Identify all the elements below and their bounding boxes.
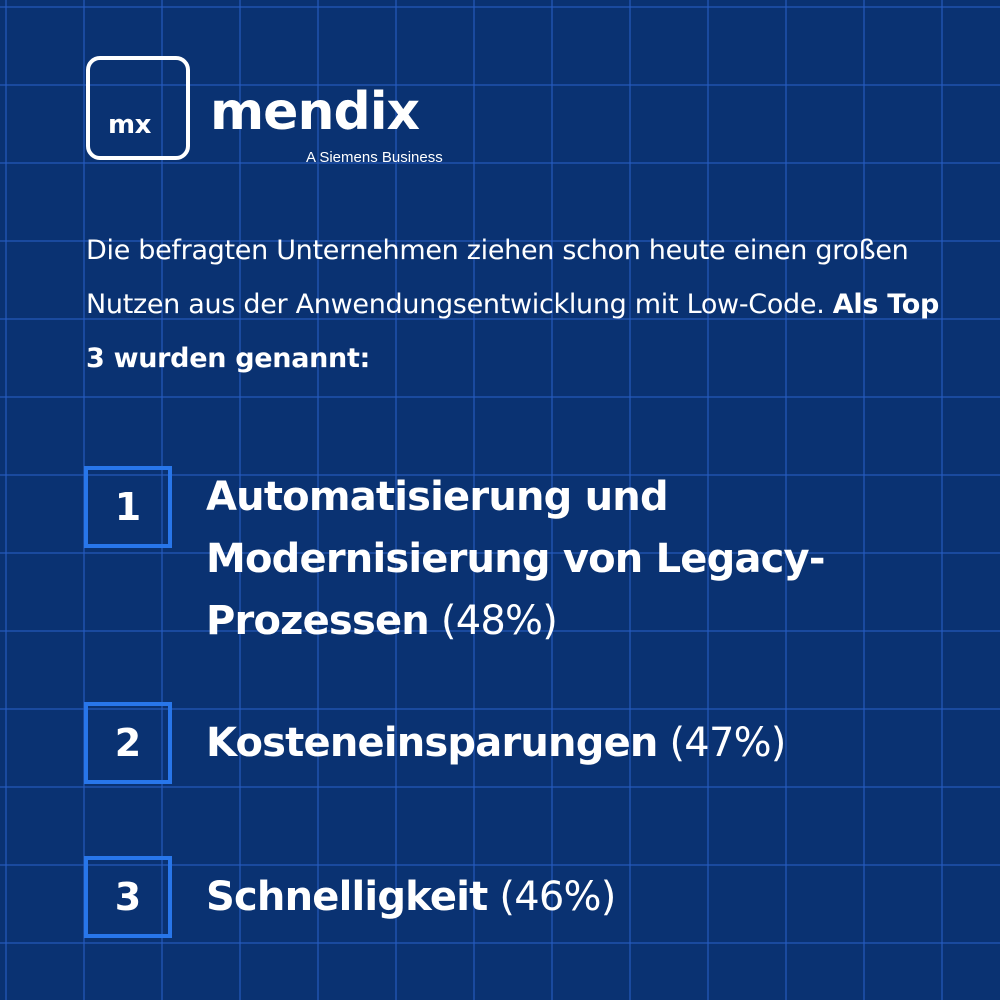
list-item-text: Kosteneinsparungen (47%): [206, 712, 906, 774]
intro-highlight: Als Top 3 wurden genannt:: [86, 289, 940, 374]
logo-tagline: A Siemens Business: [306, 149, 443, 166]
mendix-logo: mx mendix A Siemens Business: [86, 56, 466, 168]
list-item-title: Schnelligkeit: [206, 874, 488, 920]
mx-logo-icon: mx: [86, 56, 190, 160]
logo-wordmark: mendix: [210, 82, 420, 142]
logo-box-text: mx: [108, 110, 151, 140]
intro-paragraph: Die befragten Unternehmen ziehen schon h…: [86, 224, 966, 386]
list-item-title: Kosteneinsparungen: [206, 720, 658, 766]
list-item-percent: (46%): [499, 874, 616, 920]
list-item-percent: (47%): [669, 720, 787, 766]
rank-badge: 2: [84, 702, 172, 784]
intro-text: Die befragten Unternehmen ziehen schon h…: [86, 235, 909, 320]
list-item-text: Automatisierung und Modernisierung von L…: [206, 466, 906, 652]
rank-badge: 3: [84, 856, 172, 938]
list-item-text: Schnelligkeit (46%): [206, 866, 906, 928]
rank-badge: 1: [84, 466, 172, 548]
list-item-title: Automatisierung und Modernisierung von L…: [206, 474, 825, 644]
list-item-percent: (48%): [440, 598, 558, 644]
